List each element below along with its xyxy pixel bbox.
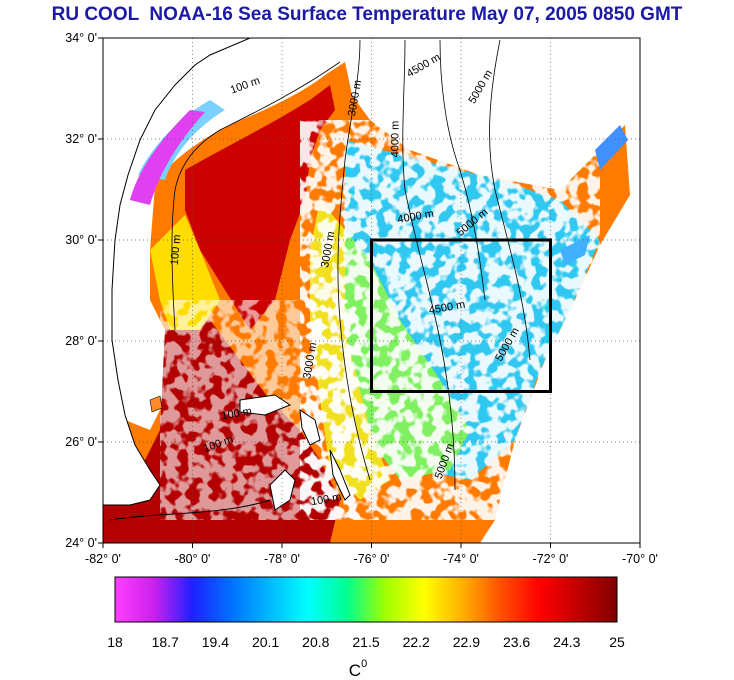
colorbar: [114, 576, 618, 623]
lon-tick-label: -82° 0': [85, 552, 121, 566]
lat-tick-label: 34° 0': [65, 31, 97, 45]
lon-tick-label: -70° 0': [622, 552, 658, 566]
gulf-stream-core: [185, 85, 335, 330]
isobath-label: 100 m: [310, 491, 342, 508]
colorbar-unit-superscript: 0: [361, 658, 367, 670]
florida-keys: [109, 499, 271, 521]
bahamas-andros: [269, 469, 296, 511]
isobath-4500m: [439, 39, 486, 301]
bahamas-abaco: [299, 408, 321, 446]
colorbar-tick-label: 19.4: [202, 634, 229, 650]
colorbar-tick-label: 25: [609, 634, 625, 650]
longitude-labels: -82° 0' -80° 0' -78° 0' -76° 0' -74° 0' -72° …: [85, 552, 658, 566]
colorbar-unit-text: C: [349, 661, 361, 680]
colorbar-tick-label: 24.3: [553, 634, 580, 650]
us-coast-land: [103, 38, 251, 506]
lat-tick-label: 28° 0': [65, 334, 97, 348]
latitude-labels: 34° 0' 32° 0' 30° 0' 28° 0' 26° 0' 24° 0': [65, 31, 97, 550]
bahamas-eleuthera: [329, 449, 351, 501]
colorbar-tick-label: 20.8: [302, 634, 329, 650]
lon-tick-label: -78° 0': [264, 552, 300, 566]
colorbar-tick-label: 23.6: [503, 634, 530, 650]
colorbar-unit: C0: [349, 658, 367, 680]
isobath-3000m: [337, 39, 371, 481]
isobath-label: 100 m: [221, 405, 253, 422]
study-area-box: [370, 238, 552, 393]
lon-tick-label: -72° 0': [533, 552, 569, 566]
colorbar-tick-label: 22.9: [453, 634, 480, 650]
lat-tick-label: 24° 0': [65, 536, 97, 550]
map-title: RU COOL NOAA-16 Sea Surface Temperature …: [51, 4, 683, 25]
isobath-100m: [171, 61, 341, 331]
lat-tick-label: 30° 0': [65, 233, 97, 247]
east-streak-2: [560, 235, 590, 265]
colorbar-tick-label: 18.7: [152, 634, 179, 650]
colorbar-tick-label: 21.5: [352, 634, 379, 650]
bahamas-grand: [239, 394, 292, 416]
lon-tick-label: -76° 0': [354, 552, 390, 566]
isobaths: [171, 39, 531, 491]
shelf-magenta: [130, 110, 205, 205]
colorbar-labels: 18 18.7 19.4 20.1 20.8 21.5 22.2 22.9 23.6 24.3 25: [107, 634, 625, 650]
isobath-5000m: [489, 39, 531, 361]
isobath-label: 100 m: [169, 234, 184, 266]
axis-ticks: [98, 37, 641, 548]
island-small: [149, 395, 163, 413]
land: [103, 38, 351, 521]
lon-tick-label: -80° 0': [175, 552, 211, 566]
east-streak: [595, 125, 628, 170]
isobath-4000m: [402, 39, 456, 491]
colorbar-tick-label: 20.1: [252, 634, 279, 650]
lon-tick-label: -74° 0': [443, 552, 479, 566]
lat-tick-label: 32° 0': [65, 132, 97, 146]
colorbar-tick-label: 18: [107, 634, 123, 650]
lat-tick-label: 26° 0': [65, 435, 97, 449]
colorbar-tick-label: 22.2: [403, 634, 430, 650]
